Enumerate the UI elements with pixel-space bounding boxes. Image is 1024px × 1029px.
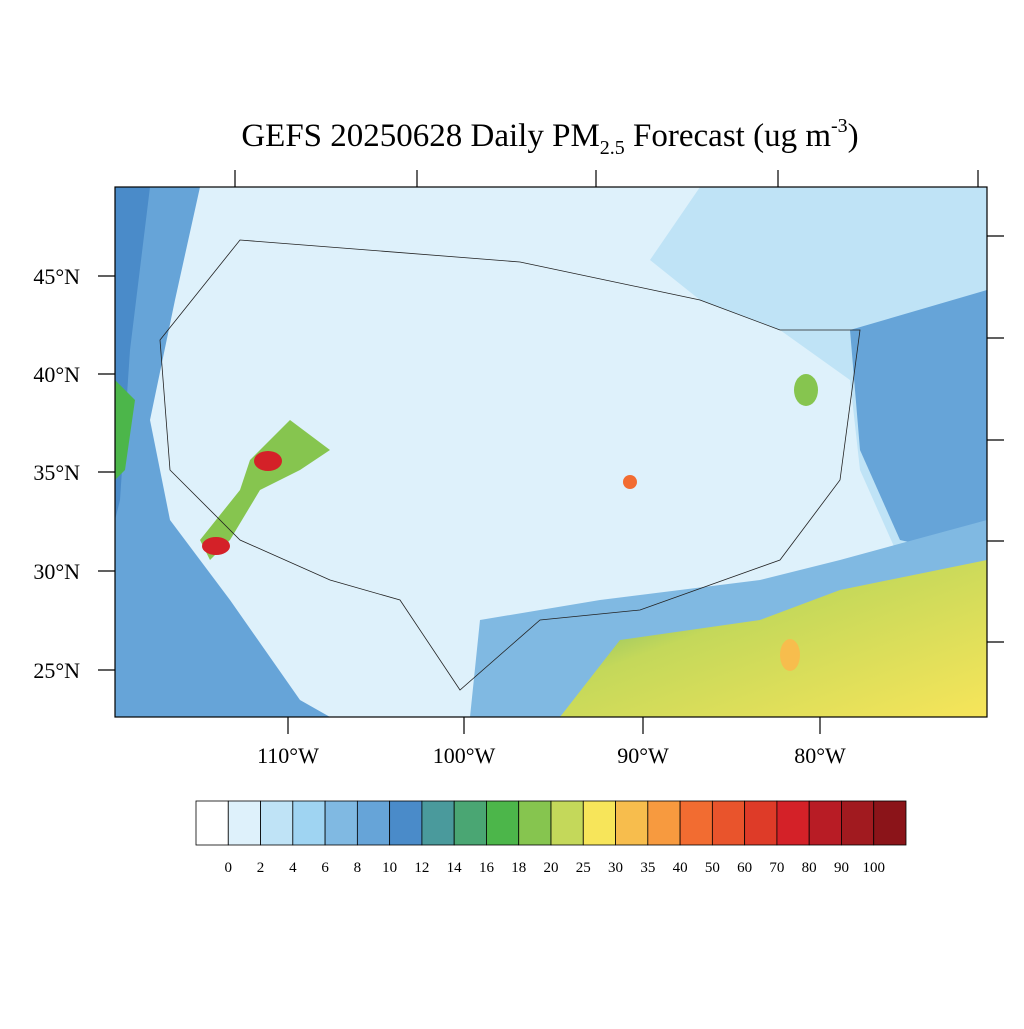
colorbar-label: 60 [737,860,752,876]
lon-label: 90°W [617,743,669,768]
lat-label: 35°N [33,460,80,485]
colorbar-box [518,800,552,846]
lat-label: 40°N [33,362,80,387]
colorbar-label: 20 [544,860,559,876]
colorbar-box [227,800,261,846]
colorbar-label: 30 [608,860,623,876]
colorbar-label: 0 [225,860,233,876]
colorbar-label: 50 [705,860,720,876]
colorbar-label: 10 [382,860,397,876]
colorbar-box [582,800,616,846]
colorbar-label: 12 [414,860,429,876]
colorbar-label: 90 [834,860,849,876]
colorbar-box [808,800,842,846]
map-frame [114,186,988,718]
title-end: ) [848,118,859,154]
colorbar-box [679,800,713,846]
title-sub: 2.5 [600,137,625,159]
lon-label: 110°W [257,743,319,768]
colorbar-label: 14 [447,860,463,876]
colorbar-box [486,800,520,846]
frame-ticks [234,170,1004,643]
colorbar-box [324,800,358,846]
colorbar-box [389,800,423,846]
colorbar-box [260,800,294,846]
map-field [115,187,987,717]
colorbar-box [873,800,907,846]
colorbar-box [647,800,681,846]
lat-label: 25°N [33,658,80,683]
colorbar-box [615,800,649,846]
colorbar-label: 18 [511,860,526,876]
colorbar-box [711,800,746,846]
colorbar-label: 8 [354,860,362,876]
colorbar-box [195,800,229,846]
colorbar-box [744,800,778,846]
colorbar-box [841,800,875,846]
colorbar-label: 25 [576,860,591,876]
colorbar-label: 16 [479,860,495,876]
colorbar-box [776,800,810,846]
colorbar-label: 100 [862,860,885,876]
lat-label: 30°N [33,559,80,584]
lat-label: 45°N [33,264,80,289]
colorbar-label: 6 [321,860,329,876]
lon-label: 100°W [433,743,496,768]
colorbar-box [292,800,326,846]
colorbar-label: 35 [640,860,655,876]
colorbar-box [356,800,391,846]
title-main: GEFS 20250628 Daily PM [241,118,599,154]
title: GEFS 20250628 Daily PM2.5 Forecast (ug m… [241,115,858,159]
colorbar-label: 40 [673,860,688,876]
title-sup: -3 [831,115,848,137]
colorbar-box [550,800,584,846]
colorbar-label: 80 [802,860,817,876]
colorbar-label: 2 [257,860,265,876]
title-mid: Forecast (ug m [625,118,832,154]
colorbar-box [421,800,455,846]
colorbar-box [453,800,487,846]
lon-label: 80°W [794,743,846,768]
colorbar-label: 4 [289,860,297,876]
colorbar-label: 70 [769,860,784,876]
